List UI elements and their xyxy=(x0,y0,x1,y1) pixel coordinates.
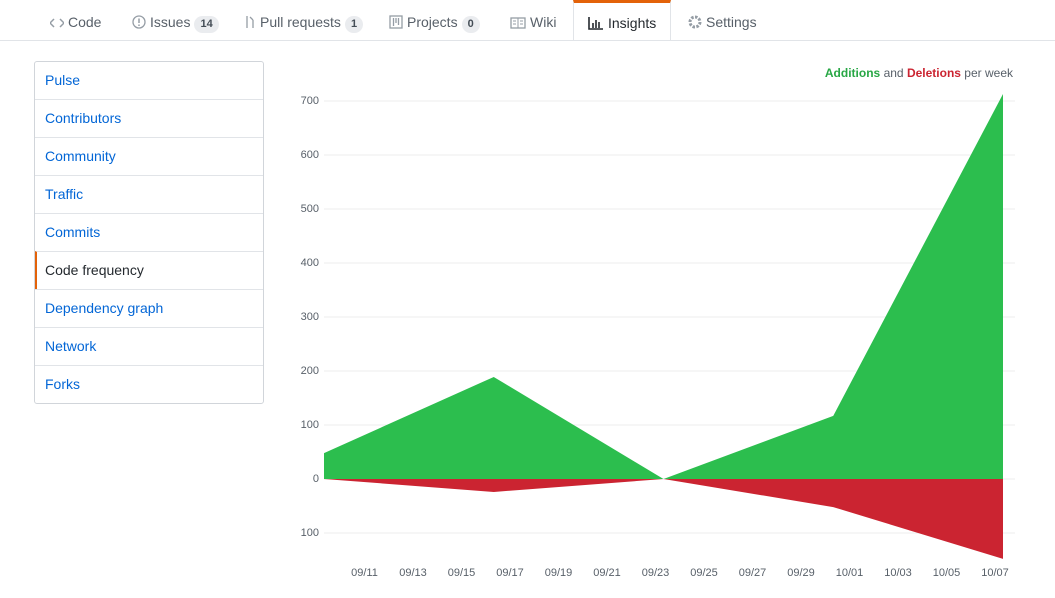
x-tick-label: 09/19 xyxy=(545,567,573,579)
x-tick-label: 09/11 xyxy=(351,567,378,579)
y-tick-label: 300 xyxy=(301,311,319,323)
sidebar-item[interactable]: Dependency graph xyxy=(35,289,263,327)
x-tick-label: 09/21 xyxy=(593,567,621,579)
tab-label: Projects xyxy=(407,14,458,30)
tab[interactable]: Code xyxy=(48,0,102,40)
sidebar-item[interactable]: Pulse xyxy=(45,72,81,88)
x-tick-label: 09/17 xyxy=(496,567,524,579)
legend-joiner: and xyxy=(884,66,904,80)
x-tick-label: 09/13 xyxy=(399,567,427,579)
sidebar-item[interactable]: Forks xyxy=(35,365,263,403)
x-tick-label: 10/03 xyxy=(884,567,912,579)
legend-additions: Additions xyxy=(825,66,881,80)
sidebar-item[interactable]: Contributors xyxy=(35,99,263,137)
counter: 1 xyxy=(344,16,364,33)
sidebar: Pulse Contributors Community Traffic Commits… xyxy=(34,61,264,404)
area xyxy=(324,93,1003,479)
sidebar-item[interactable]: Commits xyxy=(35,213,263,251)
sidebar-item[interactable]: Community xyxy=(35,137,263,175)
legend-deletions: Deletions xyxy=(907,66,961,80)
legend: Additions and Deletions per week xyxy=(825,66,1014,80)
tab[interactable]: Pull requests 1 xyxy=(244,0,364,40)
tab-selected[interactable]: Insights xyxy=(573,0,671,40)
area xyxy=(324,479,1003,559)
x-tick-label: 10/07 xyxy=(981,567,1009,579)
counter: 14 xyxy=(194,16,219,33)
y-tick-label: 700 xyxy=(301,95,319,107)
tab-bar: Code Issues 14 Pull requests 1 Projects 0 W… xyxy=(0,0,1055,41)
x-tick-label: 09/15 xyxy=(448,567,476,579)
y-tick-label: 0 xyxy=(313,473,319,485)
x-tick-label: 09/29 xyxy=(787,567,815,579)
y-tick-label: 600 xyxy=(301,149,319,161)
y-tick-label: 500 xyxy=(301,203,319,215)
x-tick-label: 09/27 xyxy=(739,567,767,579)
legend-suffix: per week xyxy=(964,66,1014,80)
tab-label: Code xyxy=(68,14,102,30)
tab-label: Pull requests xyxy=(260,14,341,30)
x-tick-label: 10/05 xyxy=(933,567,961,579)
y-tick-label: 100 xyxy=(301,527,319,539)
y-tick-label: 400 xyxy=(301,257,319,269)
tab[interactable]: Projects 0 xyxy=(389,0,480,40)
tab[interactable]: Issues 14 xyxy=(132,0,219,40)
sidebar-item[interactable]: Traffic xyxy=(35,175,263,213)
tab[interactable]: Wiki xyxy=(510,0,556,40)
counter: 0 xyxy=(461,16,480,33)
y-tick-label: 200 xyxy=(301,365,319,377)
tab-label: Insights xyxy=(608,15,657,31)
tab-label: Issues xyxy=(150,14,191,30)
sidebar-item[interactable]: Code frequency xyxy=(35,251,263,289)
x-tick-label: 09/25 xyxy=(690,567,718,579)
sidebar-item[interactable]: Network xyxy=(35,327,263,365)
y-tick-label: 100 xyxy=(301,419,319,431)
tab[interactable]: Settings xyxy=(688,0,757,40)
tab-label: Wiki xyxy=(530,14,557,30)
x-tick-label: 10/01 xyxy=(836,567,864,579)
x-tick-label: 09/23 xyxy=(642,567,670,579)
tab-label: Settings xyxy=(706,14,757,30)
